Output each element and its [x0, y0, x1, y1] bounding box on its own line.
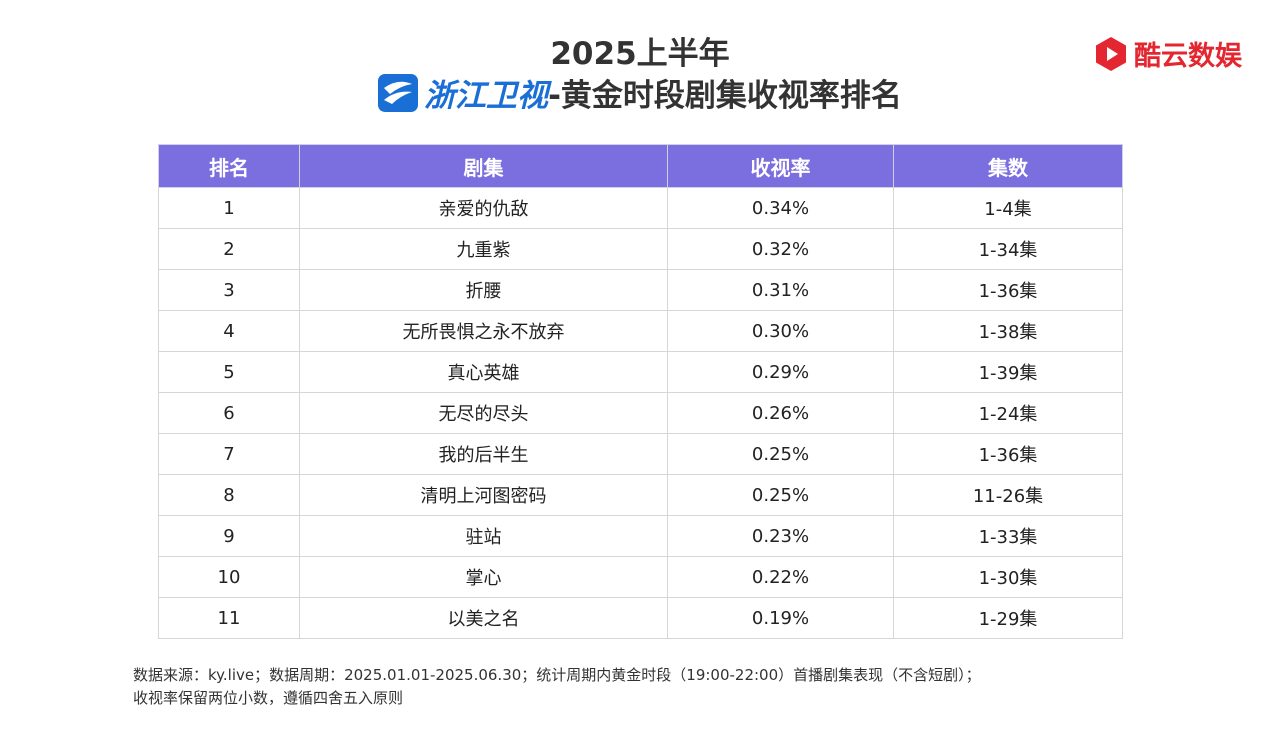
cell-episodes: 1-30集: [893, 556, 1123, 598]
cell-rank: 1: [158, 187, 300, 229]
cell-rating: 0.19%: [667, 597, 894, 639]
cell-rank: 4: [158, 310, 300, 352]
table-row: 5 真心英雄 0.29% 1-39集: [158, 351, 1123, 393]
cell-rating: 0.25%: [667, 474, 894, 516]
footnote: 数据来源：ky.live；数据周期：2025.01.01-2025.06.30；…: [133, 664, 1183, 710]
cell-rank: 10: [158, 556, 300, 598]
header-drama: 剧集: [299, 144, 668, 188]
cell-episodes: 1-39集: [893, 351, 1123, 393]
cell-drama: 掌心: [299, 556, 668, 598]
cell-rank: 3: [158, 269, 300, 311]
cell-rank: 8: [158, 474, 300, 516]
cell-rank: 2: [158, 228, 300, 270]
page-title: 浙江卫视 -黄金时段剧集收视率排名: [0, 70, 1280, 115]
cell-drama: 我的后半生: [299, 433, 668, 475]
cell-rating: 0.29%: [667, 351, 894, 393]
header-rating: 收视率: [667, 144, 894, 188]
cell-rank: 11: [158, 597, 300, 639]
cell-drama: 折腰: [299, 269, 668, 311]
brand-logo: 酷云数娱: [1094, 34, 1242, 73]
cell-episodes: 11-26集: [893, 474, 1123, 516]
table-row: 1 亲爱的仇敌 0.34% 1-4集: [158, 187, 1123, 229]
cell-rating: 0.31%: [667, 269, 894, 311]
cell-rating: 0.23%: [667, 515, 894, 557]
table-header-row: 排名 剧集 收视率 集数: [158, 144, 1123, 188]
cell-rating: 0.34%: [667, 187, 894, 229]
cell-drama: 无所畏惧之永不放弃: [299, 310, 668, 352]
cell-episodes: 1-33集: [893, 515, 1123, 557]
table-row: 11 以美之名 0.19% 1-29集: [158, 597, 1123, 639]
cell-drama: 亲爱的仇敌: [299, 187, 668, 229]
cell-rating: 0.25%: [667, 433, 894, 475]
cell-drama: 清明上河图密码: [299, 474, 668, 516]
header-episodes: 集数: [893, 144, 1123, 188]
cell-drama: 以美之名: [299, 597, 668, 639]
brand-name: 酷云数娱: [1134, 41, 1242, 72]
zhejiang-tv-logo-icon: [378, 73, 419, 112]
channel-name: 浙江卫视: [424, 78, 549, 114]
cell-rank: 7: [158, 433, 300, 475]
cell-rank: 9: [158, 515, 300, 557]
table-row: 9 驻站 0.23% 1-33集: [158, 515, 1123, 557]
cell-drama: 无尽的尽头: [299, 392, 668, 434]
cell-episodes: 1-34集: [893, 228, 1123, 270]
cell-rating: 0.26%: [667, 392, 894, 434]
footnote-line-2: 收视率保留两位小数，遵循四舍五入原则: [133, 689, 404, 707]
cell-episodes: 1-24集: [893, 392, 1123, 434]
cell-episodes: 1-4集: [893, 187, 1123, 229]
title-suffix: -黄金时段剧集收视率排名: [548, 78, 902, 114]
cell-episodes: 1-36集: [893, 433, 1123, 475]
table-row: 3 折腰 0.31% 1-36集: [158, 269, 1123, 311]
table-row: 2 九重紫 0.32% 1-34集: [158, 228, 1123, 270]
table-row: 6 无尽的尽头 0.26% 1-24集: [158, 392, 1123, 434]
title-year: 2025上半年: [550, 36, 730, 72]
ratings-table: 排名 剧集 收视率 集数 1 亲爱的仇敌 0.34% 1-4集 2 九重紫 0.32% 1-3…: [158, 144, 1123, 639]
cell-rank: 5: [158, 351, 300, 393]
header-rank: 排名: [158, 144, 300, 188]
table-row: 8 清明上河图密码 0.25% 11-26集: [158, 474, 1123, 516]
table-row: 4 无所畏惧之永不放弃 0.30% 1-38集: [158, 310, 1123, 352]
cell-rank: 6: [158, 392, 300, 434]
cell-rating: 0.30%: [667, 310, 894, 352]
table-row: 10 掌心 0.22% 1-30集: [158, 556, 1123, 598]
cell-episodes: 1-29集: [893, 597, 1123, 639]
cell-rating: 0.32%: [667, 228, 894, 270]
footnote-line-1: 数据来源：ky.live；数据周期：2025.01.01-2025.06.30；…: [133, 666, 981, 684]
cell-episodes: 1-38集: [893, 310, 1123, 352]
table-row: 7 我的后半生 0.25% 1-36集: [158, 433, 1123, 475]
table-body: 1 亲爱的仇敌 0.34% 1-4集 2 九重紫 0.32% 1-34集 3 折腰 0.31% 1-3…: [158, 187, 1123, 639]
cell-drama: 真心英雄: [299, 351, 668, 393]
cell-episodes: 1-36集: [893, 269, 1123, 311]
kuyun-logo-icon: [1096, 36, 1126, 71]
cell-drama: 九重紫: [299, 228, 668, 270]
cell-rating: 0.22%: [667, 556, 894, 598]
cell-drama: 驻站: [299, 515, 668, 557]
